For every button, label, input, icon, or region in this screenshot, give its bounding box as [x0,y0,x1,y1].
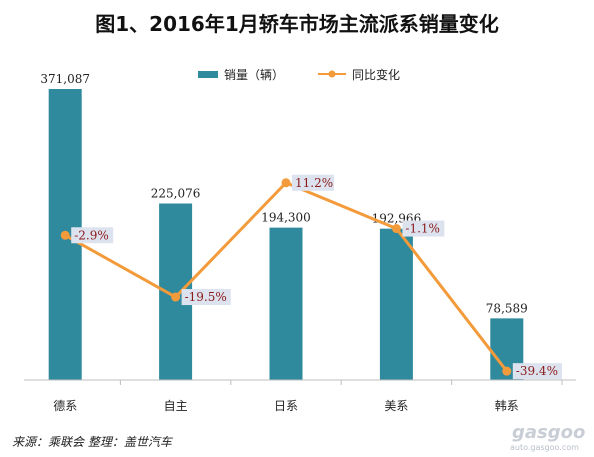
bar-value-label: 78,589 [486,301,528,315]
chart-legend: 销量（辆） 同比变化 [198,67,400,82]
line-value-label: -1.1% [405,222,440,236]
bar-value-label: 371,087 [40,72,90,86]
line-label-background [402,220,445,237]
line-label-background [71,227,114,244]
line-label-background [512,363,562,380]
line-value-label: 11.2% [295,176,333,190]
bar-value-label: 194,300 [261,211,311,225]
x-tick-label: 美系 [384,399,408,413]
chart-title: 图1、2016年1月轿车市场主流派系销量变化 [95,12,499,36]
line-label-background [181,289,231,306]
line-point [502,366,512,376]
source-note: 来源：乘联会 整理：盖世汽车 [12,435,172,449]
bar-2 [269,227,303,380]
legend-swatch-bar [198,71,218,78]
watermark-text: gasgoo [512,422,586,443]
legend-label-line: 同比变化 [352,67,400,82]
bar-value-label: 225,076 [151,186,201,200]
line-label-background [292,174,334,191]
line-point [391,224,401,234]
line-point [281,178,291,188]
x-tick-label: 德系 [53,398,77,413]
x-axis-ticks: 德系 自主 日系 美系 韩系 [53,380,563,413]
line-point [171,292,181,302]
line-series: -2.9% -19.5% 11.2% -1.1% -39.4% [60,174,562,380]
line-value-label: -19.5% [185,290,227,304]
watermark-logo: gasgoo auto.gasgoo.com [506,418,590,454]
x-tick-label: 自主 [164,399,188,413]
x-tick-label: 日系 [274,399,298,413]
line-point [60,230,70,240]
bar-3 [379,228,413,380]
legend-swatch-marker [328,70,336,78]
watermark-url: auto.gasgoo.com [510,443,579,452]
x-tick-label: 韩系 [495,398,519,413]
legend-label-bar: 销量（辆） [224,68,284,82]
line-value-label: -2.9% [74,228,109,242]
line-value-label: -39.4% [516,364,558,378]
